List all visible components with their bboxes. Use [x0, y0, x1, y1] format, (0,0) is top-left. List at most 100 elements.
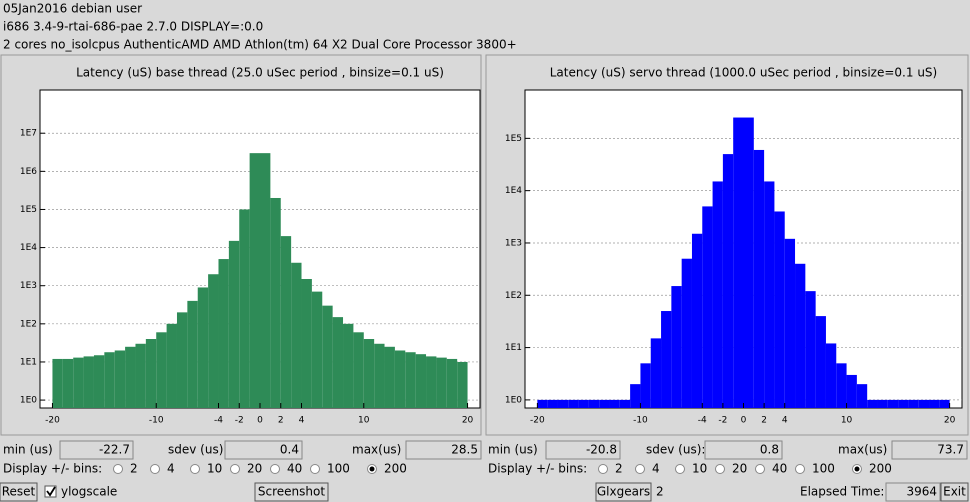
sdev-field: [224, 440, 303, 460]
chart-title: Latency (uS) servo thread (1000.0 uSec p…: [550, 66, 937, 80]
bin-radio-dot: [369, 466, 375, 472]
histogram-bar: [52, 358, 63, 408]
histogram-bar: [856, 384, 868, 408]
min-label: min (us): [488, 443, 538, 457]
glxgears-button[interactable]: [595, 482, 652, 502]
histogram-bar: [363, 339, 375, 408]
x-tick-label: 0: [741, 416, 747, 426]
histogram-bar: [887, 399, 899, 408]
histogram-bar: [62, 358, 74, 408]
histogram-bar: [722, 154, 734, 408]
min-value: -20.8: [586, 443, 617, 457]
x-tick-label: -2: [718, 416, 727, 426]
sdev-field: [704, 440, 783, 460]
histogram-bar: [815, 316, 826, 408]
ylogscale-checkbox[interactable]: [44, 485, 57, 498]
histogram-bar: [795, 263, 806, 408]
reset-button-label: Reset: [2, 485, 36, 499]
histogram-bar: [114, 350, 126, 408]
histogram-bar: [743, 117, 754, 408]
x-tick-label: -4: [698, 416, 707, 426]
bin-radio[interactable]: [635, 464, 645, 474]
bin-radio[interactable]: [230, 464, 240, 474]
x-tick-label: 2: [278, 416, 284, 426]
histogram-bar: [426, 356, 437, 408]
histogram-bar: [877, 399, 888, 408]
histogram-bar: [630, 384, 641, 408]
histogram-bar: [537, 399, 548, 408]
header-line: 2 cores no_isolcpus AuthenticAMD AMD Ath…: [3, 38, 517, 52]
x-tick-label: 20: [944, 416, 956, 426]
histogram-bar: [280, 236, 292, 408]
bin-option-label: 20: [732, 462, 747, 476]
bins-label: Display +/- bins:: [488, 462, 587, 476]
bin-radio[interactable]: [190, 464, 200, 474]
checkmark: [46, 486, 56, 497]
bin-radio[interactable]: [795, 464, 805, 474]
y-tick-label: 1E7: [20, 129, 37, 139]
y-tick-label: 1E2: [505, 291, 522, 301]
x-tick-label: 10: [358, 416, 370, 426]
y-tick-label: 1E2: [20, 319, 37, 329]
histogram-bar: [332, 317, 344, 408]
histogram-bar: [609, 399, 620, 408]
bin-radio[interactable]: [715, 464, 725, 474]
histogram-bar: [176, 312, 188, 408]
exit-button[interactable]: [940, 482, 969, 502]
histogram-bar: [291, 262, 302, 408]
y-tick-label: 1E1: [20, 357, 37, 367]
histogram-bar: [405, 352, 416, 408]
x-tick-label: -10: [633, 416, 648, 426]
screenshot-button[interactable]: [254, 482, 329, 502]
sdev-label: sdev (us):: [646, 443, 705, 457]
histogram-bar: [671, 286, 682, 408]
x-tick-label: 10: [841, 416, 853, 426]
header-line: 05Jan2016 debian user: [3, 2, 142, 16]
histogram-bar: [867, 399, 878, 408]
chart-title: Latency (uS) base thread (25.0 uSec peri…: [76, 66, 444, 80]
histogram-bar: [712, 181, 723, 408]
histogram-bar: [228, 240, 240, 408]
bin-radio[interactable]: [310, 464, 320, 474]
histogram-bar: [578, 399, 589, 408]
bin-option-label: 2: [130, 462, 138, 476]
elapsed-field: [885, 482, 941, 502]
y-tick-label: 1E0: [505, 395, 522, 405]
bin-option-label: 2: [615, 462, 623, 476]
histogram-bar: [353, 332, 364, 408]
bin-radio[interactable]: [598, 464, 608, 474]
y-tick-label: 1E5: [505, 134, 522, 144]
max-field: [891, 440, 968, 460]
histogram-bar: [805, 291, 816, 408]
histogram-bar: [322, 305, 333, 408]
bin-option-label: 10: [692, 462, 707, 476]
histogram-bar: [301, 278, 312, 408]
bin-radio[interactable]: [150, 464, 160, 474]
y-tick-label: 1E4: [20, 243, 37, 253]
histogram-bar: [929, 399, 940, 408]
bin-radio[interactable]: [270, 464, 280, 474]
histogram-bar: [156, 332, 167, 408]
sdev-value: 0.8: [760, 443, 779, 457]
reset-button[interactable]: [0, 482, 38, 502]
histogram-bar: [650, 338, 662, 408]
bins-label: Display +/- bins:: [3, 462, 102, 476]
histogram-bar: [764, 181, 775, 408]
bin-radio[interactable]: [113, 464, 123, 474]
histogram-bar: [83, 356, 94, 408]
x-tick-label: -2: [235, 416, 244, 426]
bin-option-label: 10: [207, 462, 222, 476]
max-value: 28.5: [451, 443, 478, 457]
min-value: -22.7: [99, 443, 130, 457]
histogram-bar: [691, 233, 703, 408]
bin-option-label: 4: [167, 462, 175, 476]
histogram-bar: [415, 354, 427, 408]
histogram-bar: [374, 343, 385, 408]
bin-radio[interactable]: [675, 464, 685, 474]
bin-radio[interactable]: [755, 464, 765, 474]
histogram-bar: [135, 343, 146, 408]
histogram-bar: [249, 153, 260, 408]
max-label: max(us): [352, 443, 401, 457]
x-tick-label: -4: [214, 416, 223, 426]
